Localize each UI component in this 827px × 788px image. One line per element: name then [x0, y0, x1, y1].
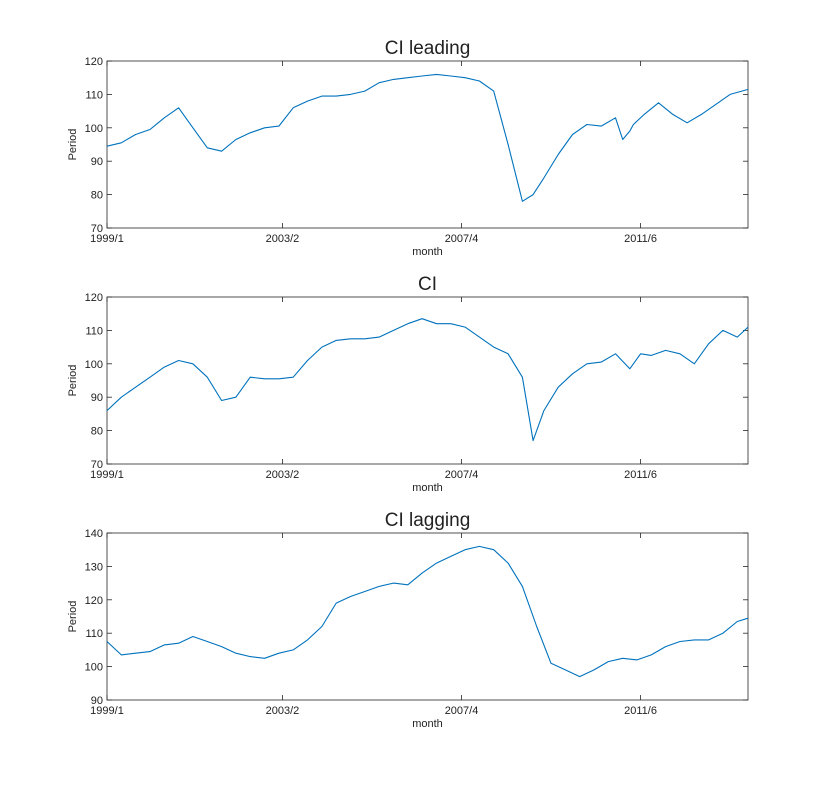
- plot-frame: [106, 532, 749, 701]
- y-tick-label: 90: [91, 156, 103, 168]
- y-tick-label: 70: [91, 459, 103, 471]
- y-tick-label: 110: [85, 628, 103, 640]
- x-tick-label: 2007/4: [445, 469, 479, 481]
- plot-frame: [106, 60, 749, 229]
- chart-panel-1: CI leading 70 80 90 100 110 120 1999/1 2003/2 200…: [67, 38, 749, 258]
- y-tick-label: 100: [85, 123, 103, 135]
- x-tick-label: 2003/2: [266, 233, 300, 245]
- y-tick-label: 70: [91, 223, 103, 235]
- y-tick-label: 110: [85, 325, 103, 337]
- chart-title: CI lagging: [385, 510, 471, 531]
- y-tick-label: 80: [91, 190, 103, 202]
- y-tick-label: 120: [85, 292, 103, 304]
- x-tick-label: 2011/6: [624, 705, 657, 717]
- y-tick-label: 140: [85, 528, 103, 540]
- y-axis-label: Period: [67, 129, 79, 161]
- y-tick-label: 90: [91, 695, 103, 707]
- x-tick-label: 2007/4: [445, 705, 479, 717]
- series-line-1: [106, 318, 749, 442]
- y-axis-label: Period: [67, 365, 79, 397]
- y-tick-label: 120: [85, 56, 103, 68]
- x-tick-label: 1999/1: [90, 705, 124, 717]
- y-tick-label: 120: [85, 595, 103, 607]
- y-tick-label: 100: [85, 662, 103, 674]
- x-tick-label: 2003/2: [266, 469, 300, 481]
- chart-panel-3: CI lagging 90 100 110 120 130 140 1999/1 2003/2 2…: [67, 510, 749, 730]
- x-axis-label: month: [412, 482, 443, 494]
- y-tick-label: 130: [85, 561, 103, 573]
- x-axis-label: month: [412, 246, 443, 258]
- x-tick-label: 2011/6: [624, 469, 657, 481]
- series-line-1: [106, 73, 749, 202]
- x-tick-label: 2011/6: [624, 233, 657, 245]
- y-tick-label: 100: [85, 359, 103, 371]
- y-tick-label: 110: [85, 89, 103, 101]
- x-tick-label: 2003/2: [266, 705, 300, 717]
- plot-frame: [106, 296, 749, 465]
- chart-title: CI: [418, 274, 437, 295]
- x-axis-label: month: [412, 718, 443, 730]
- y-tick-label: 90: [91, 392, 103, 404]
- x-tick-label: 1999/1: [90, 233, 124, 245]
- series-line-1: [106, 545, 749, 678]
- y-tick-label: 80: [91, 426, 103, 438]
- x-tick-label: 1999/1: [90, 469, 124, 481]
- y-axis-label: Period: [67, 601, 79, 633]
- chart-title: CI leading: [385, 38, 471, 59]
- chart-panel-2: CI 70 80 90 100 110 120 1999/1 2003/2 2007/4 2011/…: [67, 274, 749, 494]
- x-tick-label: 2007/4: [445, 233, 479, 245]
